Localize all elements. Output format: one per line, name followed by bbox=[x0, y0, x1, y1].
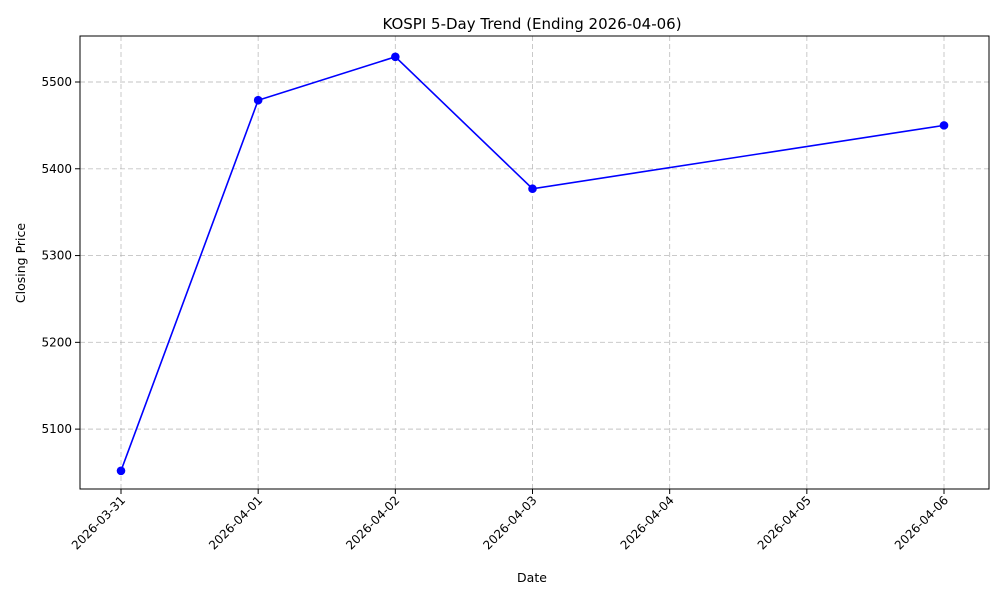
y-tick-label: 5200 bbox=[41, 335, 72, 349]
data-point bbox=[391, 52, 400, 62]
grid-lines bbox=[80, 36, 989, 489]
x-tick-label: 2026-04-02 bbox=[343, 493, 402, 552]
data-point bbox=[116, 466, 126, 476]
y-tick-label: 5500 bbox=[41, 75, 72, 89]
x-tick-label: 2026-04-04 bbox=[618, 493, 677, 552]
x-axis-label: Date bbox=[517, 570, 547, 585]
data-point bbox=[528, 184, 537, 194]
plot-frame bbox=[79, 35, 990, 490]
y-tick-label: 5300 bbox=[41, 249, 72, 263]
x-tick-label: 2026-04-05 bbox=[755, 493, 814, 552]
series-layer bbox=[116, 52, 949, 476]
x-tick-label: 2026-04-03 bbox=[480, 493, 539, 552]
y-tick-label: 5100 bbox=[41, 422, 72, 436]
data-point bbox=[253, 95, 263, 105]
x-tick-label: 2026-04-01 bbox=[206, 493, 265, 552]
data-point bbox=[939, 121, 949, 130]
axis-ticks: 2026-03-31 2026-04-01 2026-04-02 2026-04-03… bbox=[41, 75, 951, 552]
x-tick-label: 2026-03-31 bbox=[69, 493, 128, 552]
chart-title: KOSPI 5-Day Trend (Ending 2026-04-06) bbox=[382, 15, 681, 33]
y-axis-label: Closing Price bbox=[13, 223, 28, 303]
x-tick-label: 2026-04-06 bbox=[892, 493, 951, 552]
y-tick-label: 5400 bbox=[41, 162, 72, 176]
